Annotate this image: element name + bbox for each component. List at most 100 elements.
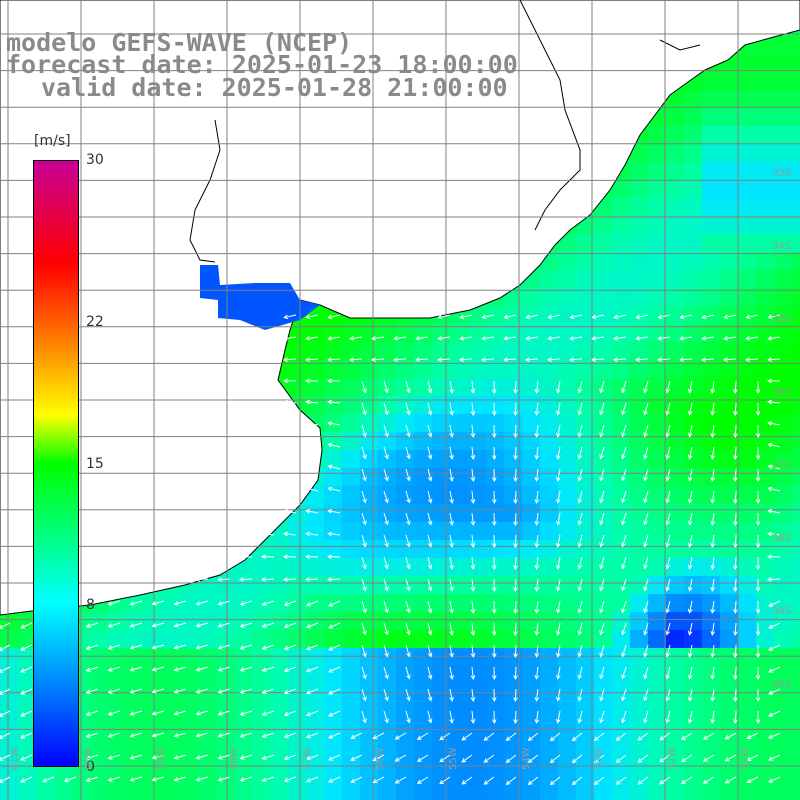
wind-cell [288, 594, 306, 612]
wind-arrow [283, 358, 297, 361]
wind-cell [414, 648, 432, 666]
wind-arrow [644, 600, 649, 613]
wind-arrow [600, 644, 605, 657]
wind-arrow [471, 402, 474, 415]
wind-arrow-head [20, 712, 26, 717]
wind-cell [54, 792, 72, 800]
wind-cell [720, 306, 738, 324]
wind-cell [270, 792, 288, 800]
wind-arrow [514, 468, 517, 482]
wind-arrow-head [439, 735, 445, 741]
wind-cell [504, 792, 522, 800]
wind-arrow-head [449, 498, 454, 504]
wind-arrow [284, 314, 297, 319]
wind-arrow [152, 622, 165, 627]
wind-arrow-head [733, 587, 738, 593]
wind-arrow-head [755, 653, 761, 659]
wind-arrow [734, 380, 737, 394]
wind-arrow [449, 710, 453, 723]
wind-cell [720, 576, 738, 594]
wind-arrow [383, 578, 389, 591]
wind-arrow [666, 600, 671, 613]
wind-cell [378, 378, 396, 396]
wind-cell [396, 576, 414, 594]
wind-arrow-head [745, 336, 751, 341]
wind-arrow-head [20, 756, 26, 761]
wind-arrow-head [449, 696, 454, 702]
wind-arrow [600, 688, 605, 701]
wind-arrow [86, 710, 99, 716]
wind-arrow-head [710, 630, 716, 636]
wind-arrow-head [577, 586, 583, 592]
wind-arrow-head [555, 388, 561, 394]
wind-arrow [570, 336, 583, 340]
wind-cell [162, 666, 180, 684]
wind-cell [468, 612, 486, 630]
wind-cell [522, 666, 540, 684]
wind-arrow [130, 644, 143, 649]
wind-cell [792, 90, 800, 108]
wind-cell [414, 504, 432, 522]
wind-cell [162, 648, 180, 666]
wind-arrow [283, 578, 297, 581]
wind-cell [648, 126, 666, 144]
wind-arrow-head [427, 542, 433, 548]
wind-cell [432, 540, 450, 558]
wind-arrow [240, 622, 253, 628]
wind-arrow [711, 424, 715, 437]
wind-cell [288, 558, 306, 576]
wind-cell [774, 612, 792, 630]
wind-cell [522, 738, 540, 756]
wind-arrow-head [767, 531, 772, 537]
wind-cell [630, 702, 648, 720]
wind-arrow-head [384, 718, 389, 724]
wind-cell [612, 396, 630, 414]
wind-cell [540, 288, 558, 306]
wind-arrow-head [305, 486, 311, 492]
wind-cell [486, 612, 504, 630]
wind-cell [558, 342, 576, 360]
wind-cell [738, 324, 756, 342]
wind-cell [504, 378, 522, 396]
wind-cell [702, 504, 720, 522]
wind-arrow-head [615, 758, 621, 763]
wind-arrow [600, 424, 605, 437]
wind-cell [594, 576, 612, 594]
wind-arrow-head [555, 454, 561, 460]
wind-cell [378, 414, 396, 432]
wind-cell [612, 738, 630, 756]
wind-cell [432, 666, 450, 684]
wind-cell [450, 576, 468, 594]
wind-cell [198, 774, 216, 792]
wind-cell [738, 234, 756, 252]
wind-cell [324, 486, 342, 504]
wind-cell [792, 594, 800, 612]
wind-cell [576, 612, 594, 630]
wind-arrow-head [766, 577, 772, 582]
wind-arrow [306, 510, 319, 514]
wind-arrow-head [710, 454, 716, 460]
wind-arrow-head [555, 718, 561, 724]
wind-arrow [535, 402, 539, 415]
wind-cell [648, 252, 666, 270]
wind-cell [342, 648, 360, 666]
wind-arrow [644, 490, 649, 503]
wind-arrow-head [687, 696, 693, 702]
wind-arrow [152, 754, 165, 759]
wind-cell [684, 306, 702, 324]
wind-cell [720, 72, 738, 90]
wind-cell [738, 144, 756, 162]
wind-arrow-head [328, 756, 334, 761]
wind-cell [594, 738, 612, 756]
wind-cell [684, 180, 702, 198]
wind-cell [648, 306, 666, 324]
wind-arrow [681, 732, 693, 740]
wind-arrow [395, 776, 407, 784]
wind-arrow-head [767, 314, 773, 320]
wind-arrow-head [722, 357, 728, 362]
wind-cell [414, 486, 432, 504]
wind-arrow [621, 556, 627, 569]
wind-arrow-head [327, 509, 333, 514]
wind-cell [738, 72, 756, 90]
wind-arrow [218, 644, 231, 649]
